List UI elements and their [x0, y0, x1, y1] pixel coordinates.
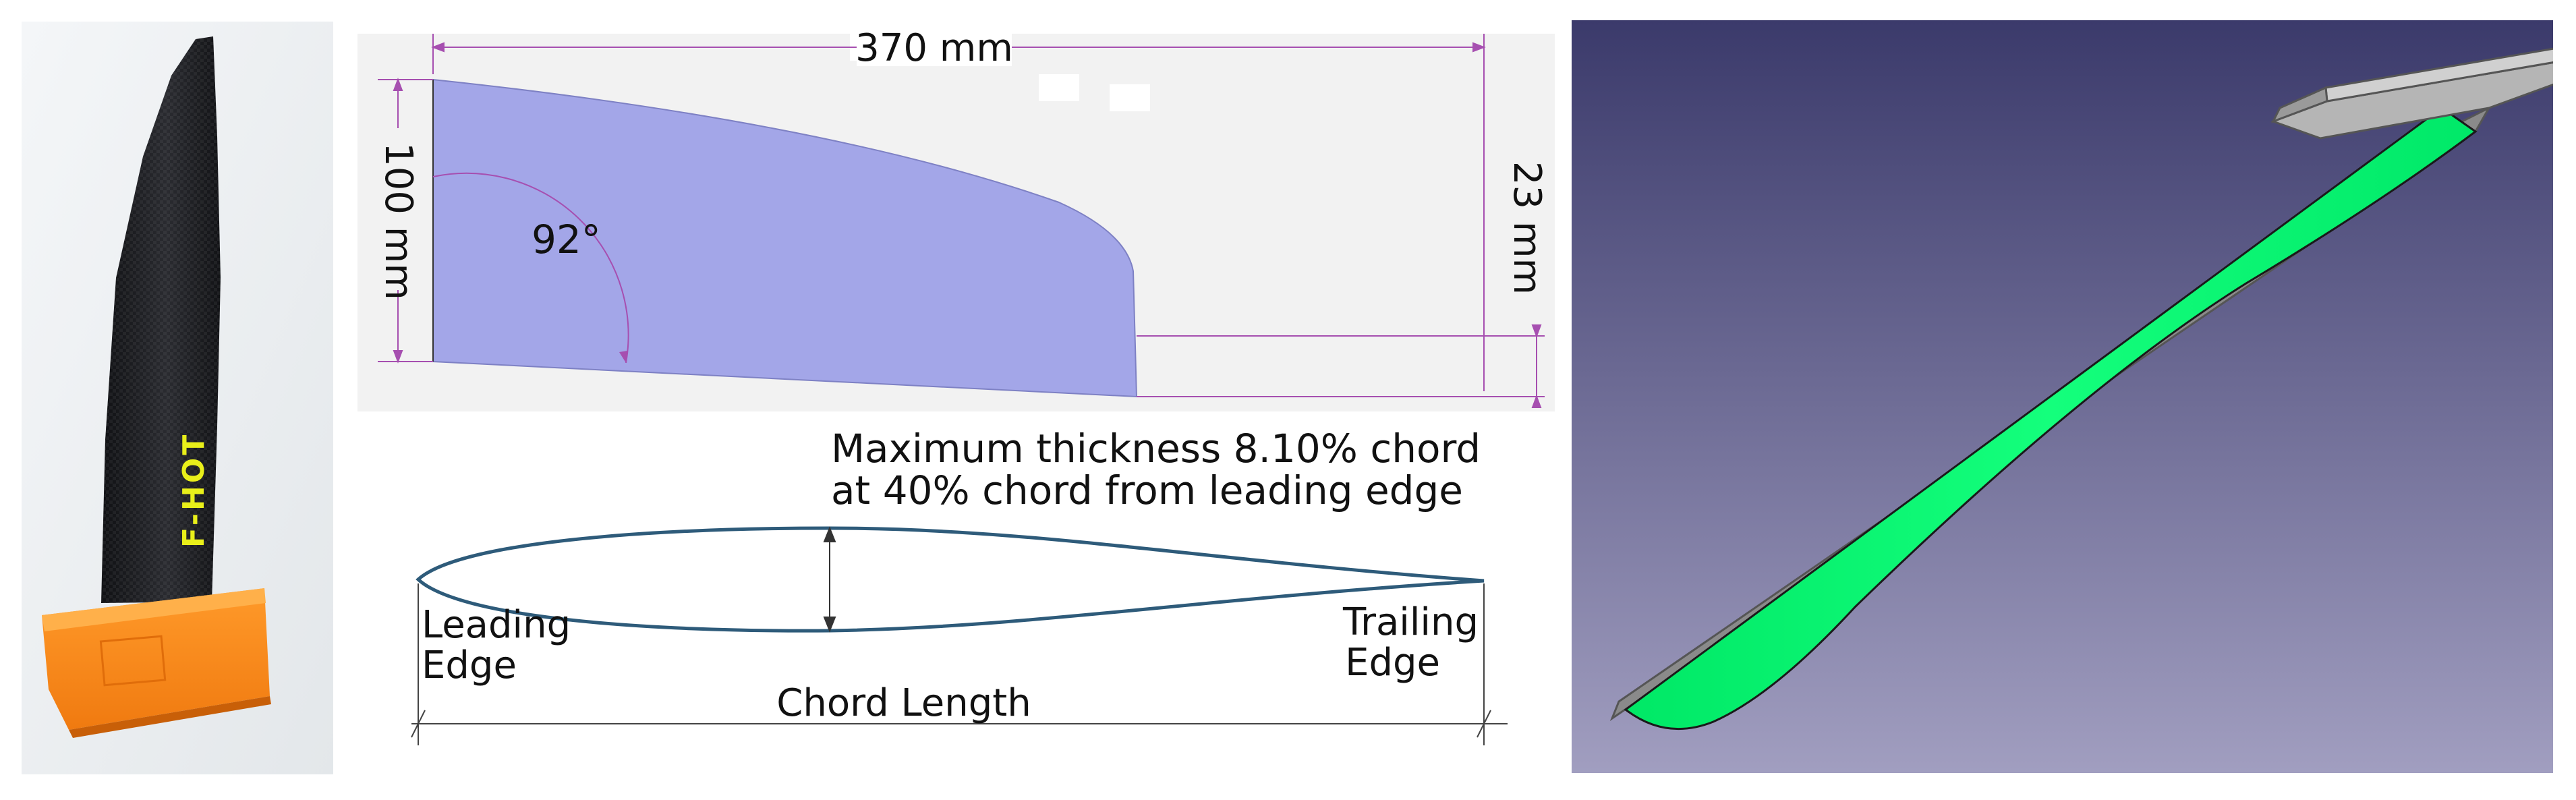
trailing-edge-label-line1: Trailing [1342, 600, 1479, 644]
fin-photo: F-HOT [22, 22, 333, 774]
fin-surface [1624, 107, 2478, 731]
leading-edge-label-line1: Leading [422, 603, 571, 647]
planform-shape [432, 78, 1138, 398]
cad-view-panel [1572, 20, 2565, 773]
root-chord-label: 100 mm [376, 142, 420, 300]
trailing-edge-label-line2: Edge [1345, 641, 1440, 685]
leading-edge-label-line2: Edge [422, 644, 517, 687]
planform-panel: 370 mm 100 mm 23 mm 92° [357, 20, 1555, 411]
span-label: 370 mm [855, 26, 1013, 70]
max-thickness-marker [823, 526, 836, 633]
angle-label: 92° [532, 217, 601, 262]
airfoil-panel: Maximum thickness 8.10% chord at 40% cho… [357, 422, 1558, 752]
airfoil-drawing: Maximum thickness 8.10% chord at 40% cho… [411, 426, 1508, 745]
angle-arc [432, 172, 629, 364]
max-thickness-note-line1: Maximum thickness 8.10% chord [831, 426, 1481, 472]
cad-view [1572, 20, 2565, 773]
chord-extension-lines [411, 583, 1508, 745]
tip-chord-dimension [1137, 324, 1545, 408]
fin-brand-text: F-HOT [177, 432, 211, 548]
fin-photo-panel: F-HOT [22, 22, 333, 774]
planform-drawing: 370 mm 100 mm 23 mm 92° [357, 26, 1555, 411]
max-thickness-note-line2: at 40% chord from leading edge [831, 467, 1463, 513]
chord-length-label: Chord Length [776, 681, 1031, 725]
fin-base [42, 588, 271, 738]
tip-chord-label: 23 mm [1505, 161, 1549, 295]
airfoil-outline [416, 526, 1485, 633]
